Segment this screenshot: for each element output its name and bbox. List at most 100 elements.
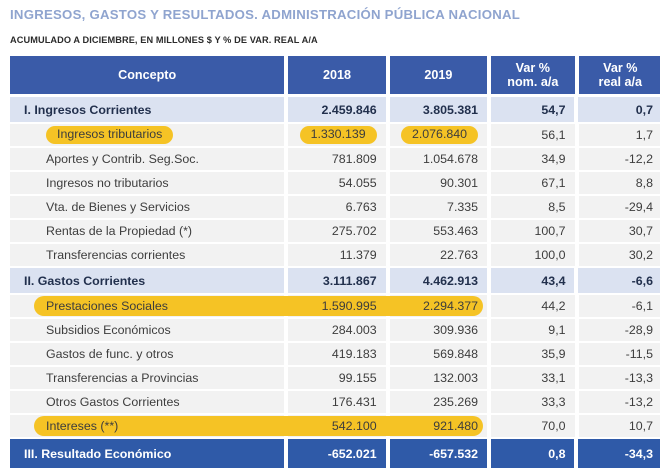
- row-var-nominal: 8,5: [491, 196, 575, 218]
- cell-text: 10,7: [628, 419, 653, 433]
- table-row[interactable]: Gastos de func. y otros 419.183 569.848 35,…: [10, 343, 660, 365]
- cell-text: -6,6: [631, 273, 653, 288]
- cell-text: 100,0: [534, 248, 566, 262]
- cell-text: 100,7: [534, 224, 566, 238]
- row-var-nominal: 56,1: [491, 124, 575, 146]
- row-value-2018: 542.100: [282, 415, 390, 437]
- cell-text: Subsidios Económicos: [46, 323, 171, 337]
- table-row[interactable]: Subsidios Económicos 284.003 309.936 9,1 -28…: [10, 319, 660, 341]
- row-var-real: 0,7: [578, 97, 660, 122]
- cell-text: Rentas de la Propiedad (*): [46, 224, 193, 238]
- cell-text: 419.183: [331, 347, 377, 361]
- cell-text: Prestaciones Sociales: [46, 299, 168, 313]
- row-concept: Prestaciones Sociales: [10, 295, 289, 317]
- table-row[interactable]: Transferencias a Provincias 99.155 132.003…: [10, 367, 660, 389]
- column-header-line1: Var %: [603, 60, 638, 75]
- row-concept: Ingresos no tributarios: [10, 172, 285, 194]
- row-value-2019: 2.294.377: [385, 295, 488, 317]
- cell-text: 35,9: [541, 347, 566, 361]
- cell-text: 542.100: [331, 419, 377, 433]
- table-row[interactable]: I. Ingresos Corrientes 2.459.846 3.805.381…: [10, 97, 660, 122]
- row-var-real: -28,9: [578, 319, 660, 341]
- column-header-line1: Concepto: [118, 67, 177, 82]
- table-row[interactable]: Transferencias corrientes 11.379 22.763 100…: [10, 244, 660, 266]
- cell-text: 54.055: [338, 176, 377, 190]
- row-value-2018: 99.155: [288, 367, 386, 389]
- row-var-real: -6,1: [578, 295, 660, 317]
- cell-text: 1.054.678: [422, 152, 479, 166]
- column-header-2019[interactable]: 2019: [389, 56, 488, 94]
- row-value-2018: 1.590.995: [282, 295, 390, 317]
- column-header-concepto[interactable]: Concepto: [10, 56, 285, 94]
- cell-text: 56,1: [541, 128, 566, 142]
- row-value-2018: 284.003: [288, 319, 386, 341]
- row-value-2018: 176.431: [288, 391, 386, 413]
- row-value-2019: 569.848: [389, 343, 488, 365]
- table-row[interactable]: Rentas de la Propiedad (*) 275.702 553.463…: [10, 220, 660, 242]
- column-header-line1: Var %: [515, 60, 550, 75]
- highlight-pill: Ingresos tributarios: [46, 125, 174, 144]
- column-header-line1: 2019: [424, 67, 453, 82]
- cell-text: -657.532: [429, 446, 478, 461]
- row-var-nominal: 70,0: [491, 415, 575, 437]
- row-concept: I. Ingresos Corrientes: [10, 97, 285, 122]
- row-value-2019: 22.763: [389, 244, 488, 266]
- cell-text: -29,4: [624, 200, 653, 214]
- table-row[interactable]: Aportes y Contrib. Seg.Soc. 781.809 1.054.…: [10, 148, 660, 170]
- table-row[interactable]: Otros Gastos Corrientes 176.431 235.269 33,…: [10, 391, 660, 413]
- row-var-real: 1,7: [578, 124, 660, 146]
- cell-text: 3.111.867: [322, 273, 377, 288]
- cell-text: 70,0: [541, 419, 566, 433]
- cell-text: 99.155: [338, 371, 377, 385]
- row-value-2019: 90.301: [389, 172, 488, 194]
- table-row[interactable]: Vta. de Bienes y Servicios 6.763 7.335 8,5 -…: [10, 196, 660, 218]
- column-header-var-nominal[interactable]: Var % nom. a/a: [491, 56, 575, 94]
- table-row[interactable]: Prestaciones Sociales 1.590.995 2.294.377 4…: [10, 295, 660, 317]
- cell-text: Transferencias a Provincias: [46, 371, 199, 385]
- row-var-nominal: 33,3: [491, 391, 575, 413]
- cell-text: 54,7: [541, 102, 566, 117]
- cell-text: Gastos de func. y otros: [46, 347, 174, 361]
- row-value-2018: 781.809: [288, 148, 386, 170]
- cell-text: Aportes y Contrib. Seg.Soc.: [46, 152, 199, 166]
- page-title: INGRESOS, GASTOS Y RESULTADOS. ADMINISTR…: [10, 7, 521, 22]
- row-value-2018: 419.183: [288, 343, 386, 365]
- cell-text: 0,7: [635, 102, 653, 117]
- cell-text: 275.702: [331, 224, 377, 238]
- table-row[interactable]: Intereses (**) 542.100 921.480 70,0 10,7: [10, 415, 660, 437]
- cell-text: 22.763: [440, 248, 479, 262]
- cell-text: 569.848: [433, 347, 479, 361]
- cell-text: Intereses (**): [46, 419, 119, 433]
- cell-text: Vta. de Bienes y Servicios: [46, 200, 190, 214]
- financial-table: Concepto 2018 2019 Var % nom. a/a Var % real a…: [10, 56, 660, 470]
- column-header-var-real[interactable]: Var % real a/a: [578, 56, 660, 94]
- cell-text: 781.809: [331, 152, 377, 166]
- row-value-2019: 4.462.913: [389, 268, 487, 293]
- cell-text: 132.003: [433, 371, 479, 385]
- row-var-real: 30,2: [578, 244, 660, 266]
- cell-text: 7.335: [447, 200, 479, 214]
- column-header-2018[interactable]: 2018: [288, 56, 386, 94]
- cell-text: 553.463: [433, 224, 479, 238]
- table-row[interactable]: Ingresos tributarios 1.330.139 2.076.840 56…: [10, 124, 660, 146]
- cell-text: 235.269: [433, 395, 479, 409]
- row-var-real: -13,2: [578, 391, 660, 413]
- cell-text: -28,9: [624, 323, 653, 337]
- table-row[interactable]: III. Resultado Económico -652.021 -657.532…: [10, 439, 660, 468]
- row-var-real: -34,3: [578, 439, 660, 468]
- cell-text: 2.294.377: [422, 299, 479, 313]
- row-value-2019: 2.076.840: [389, 124, 488, 146]
- row-value-2019: 309.936: [389, 319, 488, 341]
- table-row[interactable]: II. Gastos Corrientes 3.111.867 4.462.913 4…: [10, 268, 660, 293]
- row-var-nominal: 34,9: [491, 148, 575, 170]
- row-value-2019: 3.805.381: [389, 97, 487, 122]
- cell-text: 90.301: [440, 176, 479, 190]
- row-value-2018: 1.330.139: [288, 124, 386, 146]
- table-row[interactable]: Ingresos no tributarios 54.055 90.301 67,1 8…: [10, 172, 660, 194]
- cell-text: 8,5: [548, 200, 566, 214]
- cell-text: -11,5: [625, 347, 653, 361]
- cell-text: 921.480: [433, 419, 479, 433]
- row-value-2019: 235.269: [389, 391, 488, 413]
- row-concept: Vta. de Bienes y Servicios: [10, 196, 285, 218]
- cell-text: 176.431: [331, 395, 377, 409]
